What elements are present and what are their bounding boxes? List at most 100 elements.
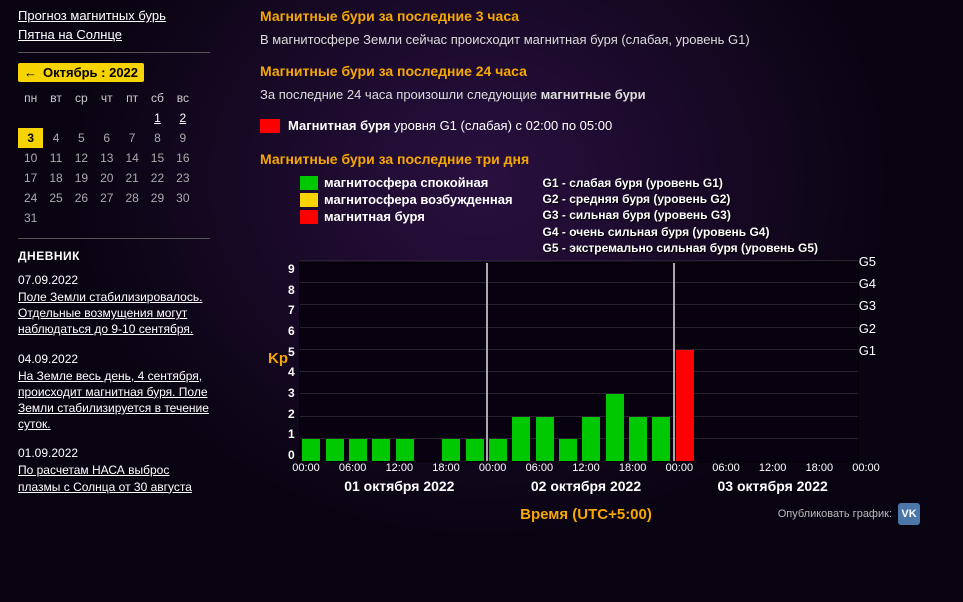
day-label: 01 октября 2022 (344, 478, 454, 494)
legend-swatch (300, 210, 318, 224)
diary-link[interactable]: На Земле весь день, 4 сентября, происход… (18, 368, 210, 433)
g-level-line: G5 - экстремально сильная буря (уровень … (543, 240, 818, 256)
legend-item: магнитосфера возбужденная (300, 192, 513, 207)
kp-bar (302, 439, 320, 461)
calendar-day: 17 (18, 168, 43, 188)
kp-bar (676, 350, 694, 461)
diary-date: 01.09.2022 (18, 446, 210, 460)
g-level-line: G2 - средняя буря (уровень G2) (543, 191, 818, 207)
diary-entry: 04.09.2022На Земле весь день, 4 сентября… (18, 352, 210, 433)
x-tick: 06:00 (712, 462, 740, 474)
storm-swatch (260, 119, 280, 133)
kp-bar (536, 417, 554, 461)
calendar-day: 30 (170, 188, 195, 208)
kp-bar (396, 439, 414, 461)
kp-bar (442, 439, 460, 461)
divider (18, 52, 210, 53)
calendar-day: 24 (18, 188, 43, 208)
kp-bar (629, 417, 647, 461)
calendar-day: 7 (119, 128, 144, 148)
calendar-day[interactable]: 2 (170, 108, 195, 128)
calendar-prev-icon[interactable]: ← (24, 65, 37, 80)
section-title-3d: Магнитные бури за последние три дня (260, 151, 943, 167)
x-tick: 12:00 (572, 462, 600, 474)
g-level-line: G1 - слабая буря (уровень G1) (543, 175, 818, 191)
vk-share-button[interactable]: VK (898, 503, 920, 525)
calendar-dow: чт (94, 88, 119, 108)
kp-bar (512, 417, 530, 461)
x-tick: 18:00 (806, 462, 834, 474)
calendar-day[interactable]: 3 (18, 128, 43, 148)
calendar-day: 26 (69, 188, 94, 208)
day-labels: 01 октября 202202 октября 202203 октября… (306, 478, 866, 502)
kp-bar (582, 417, 600, 461)
calendar-day: 16 (170, 148, 195, 168)
kp-bar (349, 439, 367, 461)
diary-entry: 07.09.2022 Поле Земли стабилизировалось. … (18, 273, 210, 338)
calendar-day[interactable]: 1 (145, 108, 170, 128)
calendar-day: 27 (94, 188, 119, 208)
day-label: 03 октября 2022 (718, 478, 828, 494)
x-tick: 06:00 (339, 462, 367, 474)
calendar-day: 8 (145, 128, 170, 148)
diary-heading: ДНЕВНИК (18, 249, 210, 263)
diary-link[interactable]: Поле Земли стабилизировалось. Отдельные … (18, 289, 210, 338)
calendar-dow: пн (18, 88, 43, 108)
calendar-day: 10 (18, 148, 43, 168)
calendar-day: 15 (145, 148, 170, 168)
text-3h: В магнитосфере Земли сейчас происходит м… (260, 32, 943, 47)
x-tick: 00:00 (292, 462, 320, 474)
divider (18, 238, 210, 239)
legend-item: магнитосфера спокойная (300, 175, 513, 190)
x-tick: 18:00 (432, 462, 460, 474)
x-tick: 18:00 (619, 462, 647, 474)
sidebar: Прогноз магнитных бурь Пятна на Солнце ←… (0, 0, 220, 531)
legend-label: магнитосфера спокойная (324, 175, 488, 190)
legend-label: магнитная буря (324, 209, 425, 224)
publish-label: Опубликовать график: (778, 508, 892, 520)
g-level-line: G3 - сильная буря (уровень G3) (543, 207, 818, 223)
diary-date: 07.09.2022 (18, 273, 210, 287)
y-ticks: 9876543210 (288, 262, 299, 462)
calendar-dow: ср (69, 88, 94, 108)
calendar-day: 31 (18, 208, 43, 228)
calendar-day: 12 (69, 148, 94, 168)
calendar-dow: сб (145, 88, 170, 108)
diary-link[interactable]: По расчетам НАСА выброс плазмы с Солнца … (18, 462, 210, 494)
g-level-line: G4 - очень сильная буря (уровень G4) (543, 224, 818, 240)
storm-event-text: Магнитная буря уровня G1 (слабая) с 02:0… (288, 118, 612, 133)
calendar-day: 28 (119, 188, 144, 208)
storm-event-row: Магнитная буря уровня G1 (слабая) с 02:0… (260, 118, 943, 133)
calendar-day: 29 (145, 188, 170, 208)
x-tick: 12:00 (759, 462, 787, 474)
calendar-day: 9 (170, 128, 195, 148)
kp-bar (559, 439, 577, 461)
calendar-day: 14 (119, 148, 144, 168)
right-ticks: G5G4G3G2G1 (859, 262, 889, 462)
chart-legend-row: магнитосфера спокойная магнитосфера возбу… (260, 175, 920, 256)
calendar-day: 11 (43, 148, 68, 168)
main-content: Магнитные бури за последние 3 часа В маг… (220, 0, 963, 531)
calendar-day: 21 (119, 168, 144, 188)
x-tick: 00:00 (666, 462, 694, 474)
kp-bar (326, 439, 344, 461)
calendar-day: 20 (94, 168, 119, 188)
legend-label: магнитосфера возбужденная (324, 192, 513, 207)
x-tick: 00:00 (479, 462, 507, 474)
diary-entry: 01.09.2022 По расчетам НАСА выброс плазмы… (18, 446, 210, 494)
text-24h-intro: За последние 24 часа произошли следующие… (260, 87, 943, 102)
kp-bar (466, 439, 484, 461)
x-tick: 06:00 (526, 462, 554, 474)
calendar-day: 25 (43, 188, 68, 208)
kp-bar (606, 394, 624, 461)
calendar-dow: вс (170, 88, 195, 108)
calendar-header[interactable]: ← Октябрь : 2022 (18, 63, 144, 82)
calendar-day: 18 (43, 168, 68, 188)
legend-swatch (300, 176, 318, 190)
publish-row: Опубликовать график: VK (778, 503, 920, 525)
nav-forecast[interactable]: Прогноз магнитных бурь (18, 8, 210, 23)
calendar-day: 5 (69, 128, 94, 148)
nav-sunspots[interactable]: Пятна на Солнце (18, 27, 210, 42)
section-title-3h: Магнитные бури за последние 3 часа (260, 8, 943, 24)
kp-bar (489, 439, 507, 461)
